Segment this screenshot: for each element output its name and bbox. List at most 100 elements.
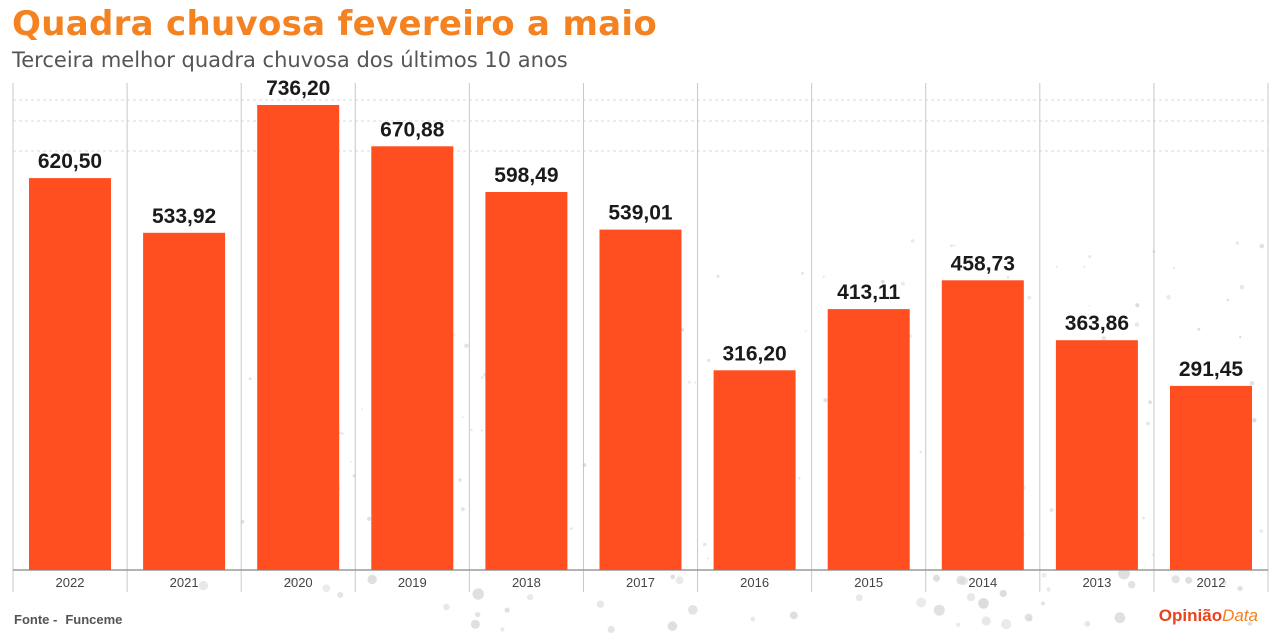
background-dot — [800, 271, 805, 275]
brand-logo-part1: Opinião — [1158, 606, 1223, 625]
background-dot — [823, 398, 828, 403]
source-label: Fonte - — [14, 612, 58, 627]
background-dot — [707, 358, 711, 363]
background-dot — [464, 343, 469, 349]
background-dot — [1027, 295, 1032, 300]
background-dot — [959, 576, 969, 586]
background-dot — [1055, 265, 1058, 268]
background-dot — [804, 330, 807, 333]
background-dot — [1027, 617, 1033, 622]
background-dot — [933, 574, 940, 582]
background-dot — [1114, 612, 1126, 624]
background-dot — [681, 328, 685, 332]
background-dot — [1101, 336, 1107, 341]
background-dot — [694, 381, 697, 384]
background-dot — [341, 432, 344, 435]
background-dot — [480, 429, 483, 432]
background-dot — [981, 616, 991, 626]
background-dot — [240, 519, 245, 524]
background-dot — [1235, 241, 1240, 245]
background-dot — [1001, 619, 1012, 630]
background-dot — [1049, 508, 1054, 513]
value-label: 458,73 — [951, 252, 1015, 275]
background-dot — [460, 507, 465, 512]
background-dot — [504, 607, 510, 613]
background-dot — [675, 576, 684, 585]
source-name: Funceme — [65, 612, 123, 627]
x-tick-label: 2022 — [56, 575, 85, 590]
background-dot — [1134, 322, 1140, 327]
background-dot — [1041, 572, 1047, 578]
background-dot — [470, 429, 473, 432]
background-dot — [1166, 294, 1171, 300]
value-label: 670,88 — [380, 118, 445, 141]
value-label: 539,01 — [608, 202, 673, 225]
background-dot — [287, 577, 295, 585]
x-tick-label: 2021 — [170, 575, 199, 590]
background-dot — [198, 580, 209, 591]
background-dot — [1148, 400, 1152, 404]
bar — [371, 146, 454, 571]
bar — [1170, 385, 1252, 570]
background-dot — [919, 450, 922, 454]
background-dot — [367, 516, 372, 522]
x-tick-label: 2016 — [740, 575, 769, 590]
background-dot — [1083, 265, 1086, 268]
background-dot — [822, 275, 825, 278]
background-dot — [687, 380, 691, 384]
background-dot — [1173, 266, 1176, 269]
x-tick-label: 2020 — [284, 575, 313, 590]
background-dot — [1247, 621, 1253, 626]
background-dot — [798, 477, 801, 480]
background-dot — [1084, 621, 1091, 627]
background-dot — [1259, 529, 1264, 533]
value-label: 316,20 — [722, 342, 786, 365]
background-dot — [1259, 243, 1265, 249]
chart-title: Quadra chuvosa fevereiro a maio — [12, 4, 658, 44]
bar — [485, 192, 568, 570]
background-dot — [1040, 601, 1045, 606]
chart-subtitle: Terceira melhor quadra chuvosa dos últim… — [12, 48, 568, 72]
x-tick-label: 2013 — [1082, 575, 1111, 590]
background-dot — [248, 377, 252, 381]
background-dot — [789, 611, 798, 620]
background-dot — [1006, 276, 1010, 279]
background-dot — [880, 279, 885, 284]
background-dot — [1226, 298, 1230, 302]
background-dot — [1135, 303, 1140, 308]
background-dot — [901, 281, 905, 286]
background-dot — [350, 461, 353, 463]
x-tick-label: 2014 — [968, 575, 997, 590]
background-dot — [1197, 327, 1201, 331]
background-dot — [750, 616, 756, 622]
background-dot — [361, 408, 363, 411]
background-dot — [1088, 304, 1091, 307]
background-dot — [367, 574, 377, 585]
background-dot — [667, 621, 678, 631]
background-dot — [716, 274, 720, 278]
background-dot — [1239, 335, 1242, 339]
background-dot — [460, 480, 462, 483]
brand-logo-part2: Data — [1222, 606, 1258, 625]
background-dot — [978, 598, 989, 609]
x-tick-label: 2017 — [626, 575, 655, 590]
background-dot — [999, 589, 1007, 598]
value-label: 291,45 — [1179, 358, 1244, 381]
bar — [599, 229, 682, 570]
background-dot — [966, 593, 976, 602]
background-dot — [527, 594, 534, 601]
background-dot — [607, 625, 615, 634]
background-dot — [453, 333, 456, 336]
background-dot — [481, 376, 484, 379]
background-dot — [1088, 255, 1092, 259]
bar — [827, 309, 910, 570]
background-dot — [688, 605, 698, 615]
background-dot — [1237, 585, 1243, 592]
x-tick-label: 2019 — [398, 575, 427, 590]
background-dot — [470, 619, 480, 629]
background-dot — [1185, 576, 1193, 584]
background-dot — [322, 584, 331, 593]
background-dot — [1249, 380, 1255, 386]
value-label: 620,50 — [38, 150, 102, 173]
